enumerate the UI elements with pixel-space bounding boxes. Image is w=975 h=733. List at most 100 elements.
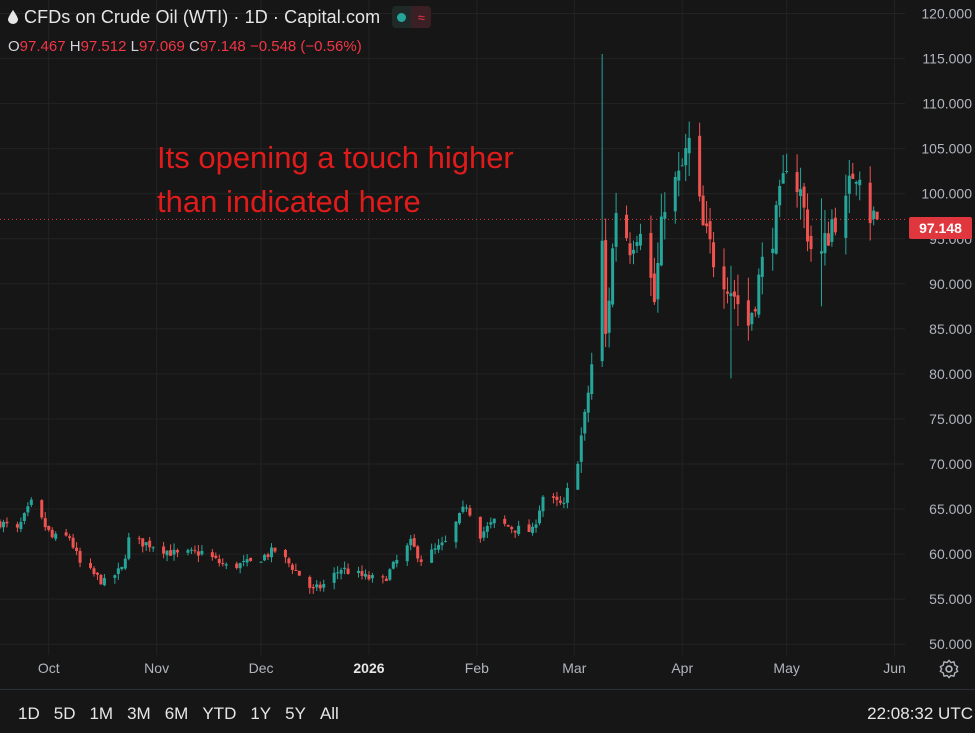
range-button-6m[interactable]: 6M: [164, 704, 189, 723]
candle-body: [760, 256, 764, 277]
gear-icon[interactable]: [938, 658, 960, 680]
candle: [478, 516, 482, 543]
chart-grid: [0, 0, 905, 655]
range-button-1y[interactable]: 1Y: [250, 704, 272, 723]
candle-body: [221, 563, 225, 565]
candle-body: [210, 552, 214, 558]
candle: [148, 537, 152, 552]
range-button-3m[interactable]: 3M: [127, 704, 151, 723]
candle: [176, 548, 180, 558]
candle: [116, 562, 120, 580]
candle-body: [527, 524, 531, 532]
candle: [868, 166, 872, 241]
candle: [534, 519, 538, 533]
candle-body: [614, 212, 618, 247]
candle: [144, 542, 148, 551]
candle-body: [562, 502, 566, 504]
candle-body: [823, 233, 827, 254]
candle-body: [381, 576, 385, 578]
candle-body: [635, 242, 639, 246]
range-button-1d[interactable]: 1D: [18, 704, 40, 723]
candle: [200, 545, 204, 556]
candle-body: [15, 524, 19, 528]
candle-body: [102, 578, 106, 586]
range-button-ytd[interactable]: YTD: [202, 704, 237, 723]
candle-body: [785, 171, 789, 173]
time-axis[interactable]: Oct Nov Dec 2026 Feb Mar Apr May Jun: [38, 660, 906, 676]
candle: [245, 554, 249, 567]
candle: [750, 311, 754, 331]
range-button-5d[interactable]: 5D: [53, 704, 76, 723]
time-tick-label: 2026: [353, 660, 384, 676]
candle: [40, 499, 44, 520]
range-button-1m[interactable]: 1M: [89, 704, 114, 723]
status-pill[interactable]: ≈: [392, 6, 432, 28]
candle: [753, 306, 757, 317]
candle: [872, 206, 876, 226]
candle: [729, 265, 733, 379]
symbol-title[interactable]: CFDs on Crude Oil (WTI) · 1D · Capital.c…: [24, 6, 381, 27]
candle: [290, 562, 294, 575]
range-button-all[interactable]: All: [319, 704, 339, 723]
candle: [531, 522, 535, 536]
candle: [830, 209, 834, 247]
candle: [266, 552, 270, 560]
candle: [123, 554, 127, 570]
candle-body: [687, 137, 691, 154]
candle: [120, 566, 124, 571]
candle-body: [412, 538, 416, 547]
candle-body: [409, 538, 413, 546]
candle-body: [395, 560, 399, 564]
candle: [600, 54, 604, 368]
candle: [54, 531, 58, 541]
price-chart[interactable]: 120.000115.000110.000105.000100.00095.00…: [0, 0, 975, 690]
range-button-5y[interactable]: 5Y: [285, 704, 306, 723]
candle: [412, 534, 416, 548]
candle: [712, 231, 716, 278]
candle-body: [273, 547, 277, 552]
candle: [517, 520, 521, 537]
candle-body: [54, 533, 58, 539]
candle: [370, 572, 374, 583]
candle-body: [388, 569, 392, 580]
candle: [795, 154, 799, 208]
candle-body: [531, 526, 535, 533]
candle-body: [541, 496, 545, 512]
candle: [555, 491, 559, 507]
candle-body: [478, 516, 482, 539]
utc-clock[interactable]: 22:08:32 UTC: [867, 704, 973, 723]
candle: [259, 561, 263, 563]
candle-body: [868, 182, 872, 224]
candle-body: [92, 568, 96, 574]
annotation-text[interactable]: Its opening a touch higher than indicate…: [157, 140, 514, 219]
candle-body: [464, 507, 468, 509]
price-tick-label: 80.000: [929, 366, 972, 382]
candle-body: [346, 568, 350, 574]
price-tick-label: 60.000: [929, 546, 972, 562]
candle: [409, 535, 413, 551]
candle-body: [50, 529, 54, 538]
price-tick-label: 85.000: [929, 321, 972, 337]
candle: [437, 538, 441, 553]
time-tick-label: Mar: [562, 660, 586, 676]
candle-body: [165, 550, 169, 556]
candle-body: [454, 521, 458, 543]
candle: [189, 547, 193, 554]
candle: [141, 538, 145, 553]
candle-body: [283, 549, 287, 558]
candle: [583, 409, 587, 441]
candle-body: [419, 559, 423, 562]
candle: [169, 544, 173, 556]
candle: [196, 544, 200, 563]
price-axis[interactable]: 120.000115.000110.000105.000100.00095.00…: [921, 6, 972, 653]
candle-body: [875, 211, 879, 220]
candle-body: [311, 586, 315, 589]
candle: [558, 496, 562, 505]
candle: [576, 461, 580, 490]
wave-icon[interactable]: ≈: [411, 6, 432, 28]
candle: [263, 553, 267, 562]
candle-body: [363, 573, 367, 577]
candle-body: [169, 550, 173, 556]
market-open-dot-icon: [397, 12, 407, 22]
candle-body: [712, 242, 716, 268]
